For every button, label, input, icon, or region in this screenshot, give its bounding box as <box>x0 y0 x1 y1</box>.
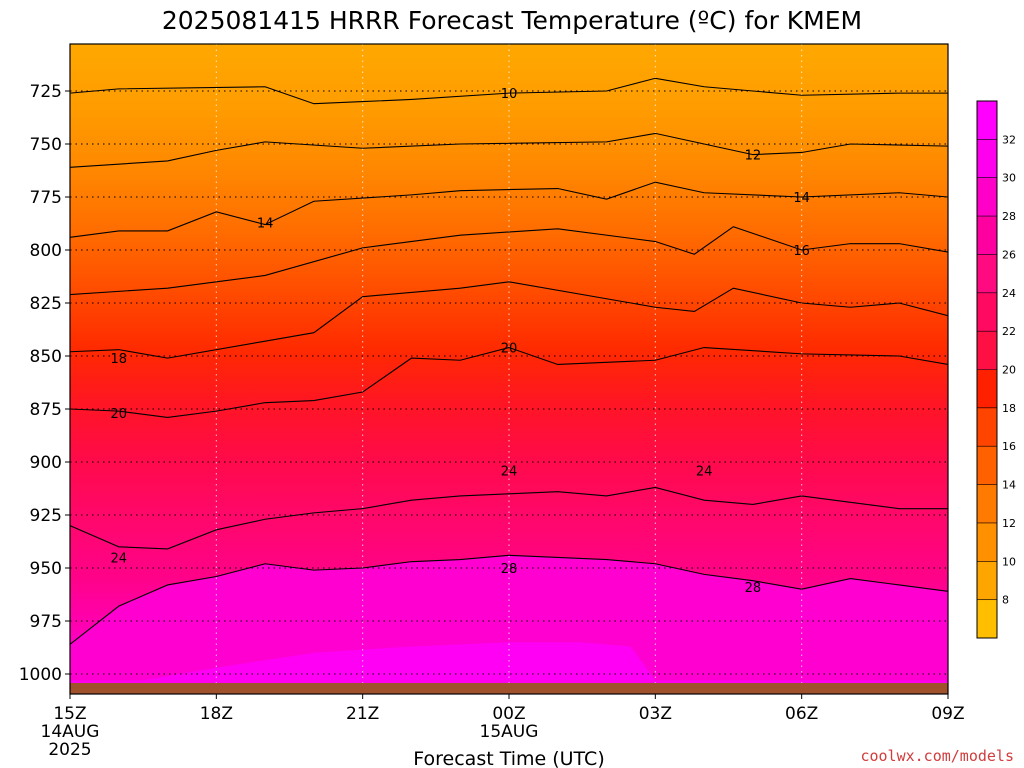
colorbar-swatch <box>977 254 997 294</box>
colorbar-tick-label: 18 <box>1002 402 1016 415</box>
x-tick-label: 03Z <box>639 704 672 724</box>
x-tick-label: 15Z <box>53 704 86 724</box>
colorbar-tick-label: 14 <box>1002 479 1016 492</box>
y-tick-label: 975 <box>30 612 62 632</box>
ground-strip <box>70 683 948 694</box>
colorbar-tick-label: 16 <box>1002 440 1016 453</box>
x-tick-label: 18Z <box>200 704 233 724</box>
y-tick-label: 1000 <box>19 665 62 685</box>
contour-line-16 <box>70 226 948 296</box>
colorbar-tick-label: 30 <box>1002 172 1016 185</box>
x-tick-label: 09Z <box>931 704 964 724</box>
colorbar-tick-label: 26 <box>1002 248 1016 261</box>
colorbar-tick-label: 32 <box>1002 133 1016 146</box>
y-tick-label: 900 <box>30 453 62 473</box>
x-tick-label: 00Z <box>492 704 525 724</box>
contour-label-12: 12 <box>745 149 762 164</box>
y-tick-label: 800 <box>30 241 62 261</box>
x-tick-sublabel: 14AUG <box>41 722 100 742</box>
contour-label-18: 18 <box>111 352 128 367</box>
colorbar-tick-label: 8 <box>1002 594 1009 607</box>
colorbar-swatch <box>977 522 997 562</box>
colorbar-tick-label: 24 <box>1002 287 1016 300</box>
contour-label-28: 28 <box>501 562 518 577</box>
contour-line-24 <box>70 486 948 550</box>
contour-label-10: 10 <box>501 87 518 102</box>
colorbar-swatch <box>977 101 997 140</box>
contour-line-18 <box>70 281 948 359</box>
colorbar-swatch <box>977 446 997 486</box>
contour-label-20: 20 <box>111 407 128 422</box>
colorbar-swatch <box>977 369 997 409</box>
contour-label-16: 16 <box>793 244 810 259</box>
contour-label-20: 20 <box>501 342 518 357</box>
y-tick-label: 925 <box>30 506 62 526</box>
credit-text: coolwx.com/models <box>860 747 1014 765</box>
x-tick-sublabel: 15AUG <box>480 722 539 742</box>
colorbar-tick-label: 10 <box>1002 555 1016 568</box>
contour-line-12 <box>70 132 948 168</box>
contour-line-14 <box>70 181 948 238</box>
colorbar-swatch <box>977 216 997 255</box>
contour-line-20 <box>70 346 948 419</box>
colorbar-tick-label: 12 <box>1002 517 1016 530</box>
contour-line-10 <box>70 77 948 105</box>
y-tick-label: 825 <box>30 294 62 314</box>
y-tick-label: 850 <box>30 347 62 367</box>
warm-layer-30 <box>143 642 656 681</box>
colorbar-tick-label: 22 <box>1002 325 1016 338</box>
colorbar-tick-label: 20 <box>1002 364 1016 377</box>
contour-label-24: 24 <box>501 464 518 479</box>
y-tick-label: 750 <box>30 135 62 155</box>
colorbar-swatch <box>977 484 997 524</box>
colorbar-swatch <box>977 561 997 601</box>
colorbar-swatch <box>977 139 997 179</box>
y-tick-label: 950 <box>30 559 62 579</box>
y-tick-label: 775 <box>30 188 62 208</box>
colorbar-swatch <box>977 177 997 217</box>
contour-label-24: 24 <box>111 551 128 566</box>
warm-layer-28 <box>70 555 948 681</box>
contour-label-14: 14 <box>257 216 274 231</box>
chart-title: 2025081415 HRRR Forecast Temperature (ºC… <box>162 6 862 35</box>
y-tick-label: 725 <box>30 82 62 102</box>
x-tick-label: 06Z <box>785 704 818 724</box>
y-tick-label: 875 <box>30 400 62 420</box>
x-tick-label: 21Z <box>346 704 379 724</box>
colorbar-swatch <box>977 407 997 447</box>
contour-label-14: 14 <box>793 191 810 206</box>
x-tick-sublabel: 2025 <box>48 740 91 760</box>
colorbar-swatch <box>977 599 997 639</box>
contour-label-28: 28 <box>745 581 762 596</box>
contour-line-28 <box>70 554 948 645</box>
colorbar-swatch <box>977 331 997 370</box>
contour-label-24: 24 <box>696 464 713 479</box>
x-axis-label: Forecast Time (UTC) <box>413 748 604 768</box>
colorbar-tick-label: 28 <box>1002 210 1016 223</box>
colorbar-swatch <box>977 292 997 332</box>
